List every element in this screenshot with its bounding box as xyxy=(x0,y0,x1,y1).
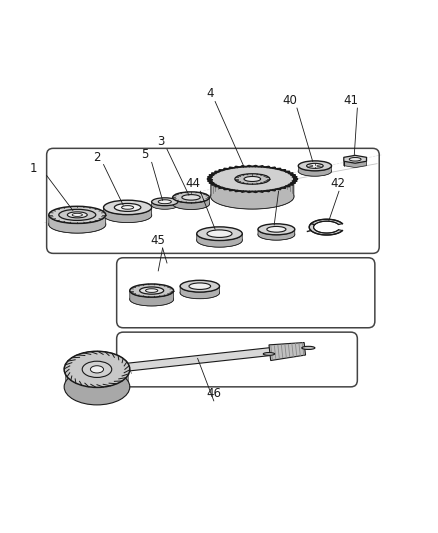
Ellipse shape xyxy=(49,206,106,223)
Text: 43: 43 xyxy=(264,177,279,190)
Polygon shape xyxy=(308,219,342,235)
Ellipse shape xyxy=(64,351,130,387)
Text: 2: 2 xyxy=(93,151,100,164)
Ellipse shape xyxy=(49,216,106,233)
Ellipse shape xyxy=(258,224,294,235)
Polygon shape xyxy=(103,207,151,222)
Ellipse shape xyxy=(114,204,141,212)
Text: 46: 46 xyxy=(206,387,221,400)
Polygon shape xyxy=(66,351,128,381)
Ellipse shape xyxy=(196,227,242,240)
Ellipse shape xyxy=(158,200,171,204)
Ellipse shape xyxy=(64,369,130,405)
Ellipse shape xyxy=(210,166,293,191)
Ellipse shape xyxy=(130,293,173,306)
Ellipse shape xyxy=(210,184,293,209)
Ellipse shape xyxy=(266,227,285,232)
Ellipse shape xyxy=(181,195,200,200)
Text: 40: 40 xyxy=(282,94,296,107)
Ellipse shape xyxy=(234,174,269,184)
Polygon shape xyxy=(343,160,366,167)
Text: 44: 44 xyxy=(185,177,200,190)
Text: 5: 5 xyxy=(141,149,148,161)
Polygon shape xyxy=(151,201,177,209)
Polygon shape xyxy=(49,215,106,233)
Text: 1: 1 xyxy=(30,161,37,175)
Ellipse shape xyxy=(172,192,209,203)
Ellipse shape xyxy=(244,176,260,181)
Ellipse shape xyxy=(180,280,219,292)
Ellipse shape xyxy=(103,200,151,215)
Text: 42: 42 xyxy=(329,177,344,190)
Polygon shape xyxy=(130,290,173,306)
Text: 4: 4 xyxy=(206,87,213,100)
Ellipse shape xyxy=(72,213,82,216)
Ellipse shape xyxy=(297,161,331,171)
Ellipse shape xyxy=(151,201,177,209)
Ellipse shape xyxy=(145,289,157,293)
Polygon shape xyxy=(268,343,305,360)
Text: 3: 3 xyxy=(156,135,164,148)
Ellipse shape xyxy=(67,212,87,218)
Ellipse shape xyxy=(263,352,274,356)
Text: 41: 41 xyxy=(343,94,357,107)
Ellipse shape xyxy=(139,287,163,294)
Ellipse shape xyxy=(103,208,151,222)
Ellipse shape xyxy=(59,209,95,221)
Polygon shape xyxy=(343,155,366,163)
Ellipse shape xyxy=(349,158,360,161)
Polygon shape xyxy=(258,229,294,240)
Polygon shape xyxy=(196,233,242,247)
Ellipse shape xyxy=(172,198,209,209)
Ellipse shape xyxy=(151,198,177,206)
Ellipse shape xyxy=(188,283,210,289)
Polygon shape xyxy=(210,179,293,209)
Text: 45: 45 xyxy=(151,234,165,247)
Polygon shape xyxy=(180,286,219,298)
Polygon shape xyxy=(127,348,272,371)
Ellipse shape xyxy=(206,230,232,237)
Ellipse shape xyxy=(121,206,133,209)
Ellipse shape xyxy=(130,284,173,297)
Ellipse shape xyxy=(258,229,294,240)
Ellipse shape xyxy=(180,287,219,298)
Ellipse shape xyxy=(196,233,242,247)
Polygon shape xyxy=(172,197,209,209)
Ellipse shape xyxy=(82,361,112,377)
Ellipse shape xyxy=(301,346,314,350)
Polygon shape xyxy=(297,166,331,176)
Ellipse shape xyxy=(90,366,103,373)
Ellipse shape xyxy=(306,163,322,168)
Ellipse shape xyxy=(297,166,331,176)
